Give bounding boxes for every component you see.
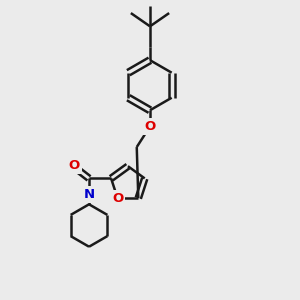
Text: O: O: [69, 159, 80, 172]
Text: O: O: [144, 120, 156, 133]
Text: N: N: [83, 188, 94, 201]
Text: O: O: [112, 192, 123, 205]
